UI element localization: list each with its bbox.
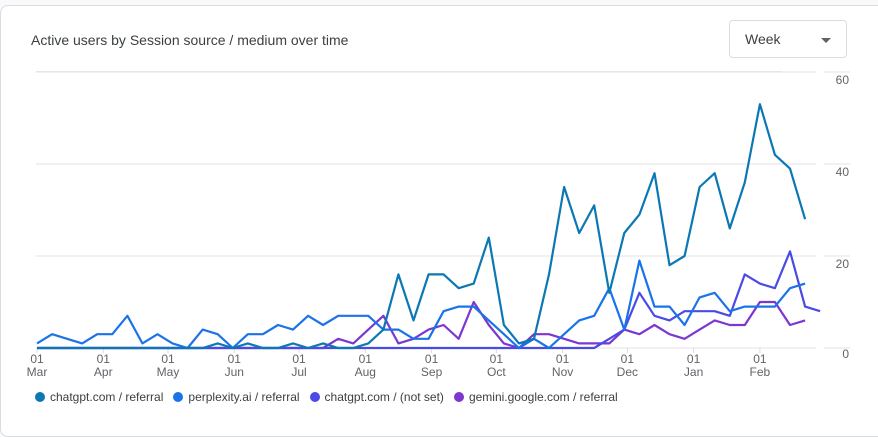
legend-dot-icon [173,392,184,402]
series-line[interactable] [37,300,806,350]
x-axis-ticks: 01Mar01Apr01May01Jun01Jul01Aug01Sep01Oct… [27,348,771,379]
legend-dot-icon [35,392,45,402]
x-tick-day: 01 [292,352,306,366]
y-axis-ticks: 0 20 40 60 [836,73,850,361]
x-tick-day: 01 [228,352,242,366]
legend-label: chatgpt.com / (not set) [324,390,444,404]
x-tick-day: 01 [97,352,111,366]
legend-item[interactable]: chatgpt.com / referral [35,390,163,404]
series-line[interactable] [37,250,821,350]
granularity-value: Week [745,31,781,47]
x-tick-day: 01 [161,352,175,366]
x-tick-month: Aug [355,365,376,379]
x-tick-day: 01 [753,352,767,366]
gridlines [36,71,850,349]
x-tick-day: 01 [30,352,44,366]
x-tick-day: 01 [359,352,373,366]
legend-item[interactable]: perplexity.ai / referral [173,390,300,404]
y-tick-label: 60 [836,73,850,87]
x-tick-day: 01 [556,352,570,366]
x-tick-month: Feb [750,365,771,379]
x-tick-day: 01 [425,352,439,366]
x-tick-month: Sep [421,365,443,379]
y-tick-label: 0 [842,347,849,361]
x-tick-month: Jun [225,365,244,379]
legend-item[interactable]: chatgpt.com / (not set) [309,390,444,404]
x-tick-month: Jul [291,365,306,379]
x-tick-month: Dec [617,365,638,379]
series-line[interactable] [36,259,806,350]
legend-label: gemini.google.com / referral [468,390,618,404]
granularity-select[interactable]: Week [729,20,847,58]
chart-legend: chatgpt.com / referral perplexity.ai / re… [35,390,618,404]
series-lines [36,103,821,350]
x-tick-month: Mar [27,365,48,379]
x-tick-month: May [157,365,180,379]
y-tick-label: 40 [836,165,850,179]
x-tick-day: 01 [687,352,701,366]
x-tick-day: 01 [490,352,504,366]
x-tick-month: Apr [94,365,113,379]
chart-title: Active users by Session source / medium … [31,32,349,48]
legend-label: perplexity.ai / referral [188,390,300,404]
chevron-down-icon [821,38,831,43]
legend-dot-icon [453,392,464,402]
legend-item[interactable]: gemini.google.com / referral [453,390,618,404]
x-tick-month: Jan [684,365,703,379]
legend-dot-icon [309,392,320,402]
y-tick-label: 20 [836,257,850,271]
x-tick-month: Nov [552,365,573,379]
legend-label: chatgpt.com / referral [50,390,164,404]
series-line[interactable] [37,103,807,350]
x-tick-month: Oct [487,365,506,379]
x-tick-day: 01 [621,352,635,366]
